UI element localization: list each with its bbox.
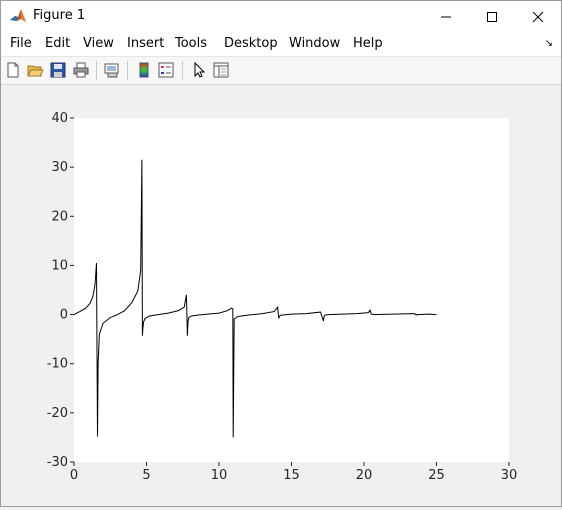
menu-overflow-arrow-icon[interactable]: ↘	[544, 38, 553, 49]
minimize-icon	[441, 16, 451, 17]
menu-desktop[interactable]: Desktop	[224, 36, 278, 51]
menu-help[interactable]: Help	[353, 36, 383, 51]
y-tick-label: 10	[51, 258, 68, 273]
menu-bar: File Edit View Insert Tools Desktop Wind…	[1, 32, 561, 57]
y-tick-label: 30	[51, 160, 68, 175]
x-tick-label: 25	[428, 468, 445, 483]
close-icon	[532, 11, 544, 22]
axes-background	[74, 118, 509, 462]
x-tick-label: 15	[283, 468, 300, 483]
maximize-button[interactable]	[469, 1, 515, 32]
plot-canvas: 0 5 10 15 20 25 30 -30 -20 -10 0 10 20 30 40	[47, 111, 518, 483]
print-icon[interactable]	[72, 61, 90, 79]
close-button[interactable]	[515, 1, 561, 32]
data-line	[73, 159, 437, 438]
figure-canvas: 0 5 10 15 20 25 30 -30 -20 -10 0 10 20 30 40	[1, 85, 561, 506]
toolbar-separator	[127, 61, 128, 80]
figure-toolbar	[1, 57, 561, 85]
title-bar: Figure 1	[1, 1, 561, 32]
x-tick-label: 30	[501, 468, 518, 483]
edit-plot-icon[interactable]	[190, 61, 208, 79]
y-tick-label: -30	[47, 455, 68, 470]
toolbar-separator	[182, 61, 183, 80]
menu-insert[interactable]: Insert	[127, 36, 165, 51]
y-tick-label: -20	[47, 406, 68, 421]
menu-edit[interactable]: Edit	[45, 36, 71, 51]
x-tick-label: 0	[70, 468, 78, 483]
x-tick-label: 20	[356, 468, 373, 483]
y-tick-label: 40	[51, 111, 68, 126]
window-title: Figure 1	[33, 8, 86, 23]
menu-tools[interactable]: Tools	[175, 36, 208, 51]
open-file-icon[interactable]	[26, 61, 44, 79]
y-axis: -30 -20 -10 0 10 20 30 40	[47, 111, 74, 470]
x-tick-label: 5	[142, 468, 150, 483]
matlab-logo-icon	[10, 9, 26, 22]
x-axis: 0 5 10 15 20 25 30	[70, 462, 517, 483]
menu-view[interactable]: View	[83, 36, 114, 51]
save-icon[interactable]	[49, 61, 67, 79]
y-tick-label: 0	[60, 308, 68, 323]
maximize-icon	[487, 11, 497, 22]
link-plot-icon[interactable]	[103, 61, 121, 79]
menu-window[interactable]: Window	[289, 36, 341, 51]
menu-file[interactable]: File	[10, 36, 32, 51]
minimize-button[interactable]	[423, 1, 469, 32]
toolbar-separator	[96, 61, 97, 80]
x-tick-label: 10	[211, 468, 228, 483]
insert-colorbar-icon[interactable]	[135, 61, 153, 79]
new-figure-icon[interactable]	[4, 61, 22, 79]
y-tick-label: -10	[47, 357, 68, 372]
property-inspector-icon[interactable]	[212, 61, 230, 79]
y-tick-label: 20	[51, 209, 68, 224]
insert-legend-icon[interactable]	[157, 61, 175, 79]
